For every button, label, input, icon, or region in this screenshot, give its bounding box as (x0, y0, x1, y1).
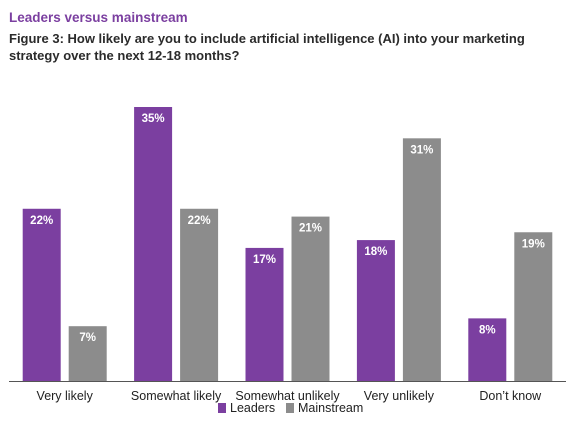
legend-swatch-mainstream (286, 403, 294, 413)
bar-value-label: 17% (253, 254, 276, 266)
bar-value-label: 22% (188, 215, 211, 227)
bar-value-label: 19% (522, 238, 545, 250)
legend-swatch-leaders (218, 403, 226, 413)
bar-mainstream (68, 326, 107, 381)
bar-mainstream (514, 232, 553, 381)
chart-title: Figure 3: How likely are you to include … (9, 31, 525, 63)
chart-subtitle: Leaders versus mainstream (9, 10, 188, 25)
bar-leaders (468, 318, 507, 381)
bar-mainstream (291, 216, 330, 381)
bar-leaders (22, 208, 61, 381)
bar-leaders (245, 247, 284, 381)
x-tick-label: Somewhat unlikely (235, 389, 340, 403)
x-tick-label: Somewhat likely (131, 389, 222, 403)
bar-value-label: 7% (79, 332, 96, 344)
bar-value-label: 21% (299, 223, 322, 235)
bar-leaders (356, 240, 395, 381)
bar-value-label: 35% (142, 113, 165, 125)
bar-value-label: 31% (410, 144, 433, 156)
bar-value-label: 18% (364, 246, 387, 258)
legend-label: Mainstream (298, 401, 363, 415)
bar-value-label: 22% (30, 215, 53, 227)
bar-mainstream (402, 138, 441, 381)
bar-value-label: 8% (479, 324, 496, 336)
bar-leaders (134, 107, 173, 381)
x-tick-label: Very likely (37, 389, 94, 403)
x-tick-label: Very unlikely (364, 389, 435, 403)
legend-label: Leaders (230, 401, 275, 415)
x-tick-label: Don’t know (479, 389, 542, 403)
bar-mainstream (180, 208, 219, 381)
